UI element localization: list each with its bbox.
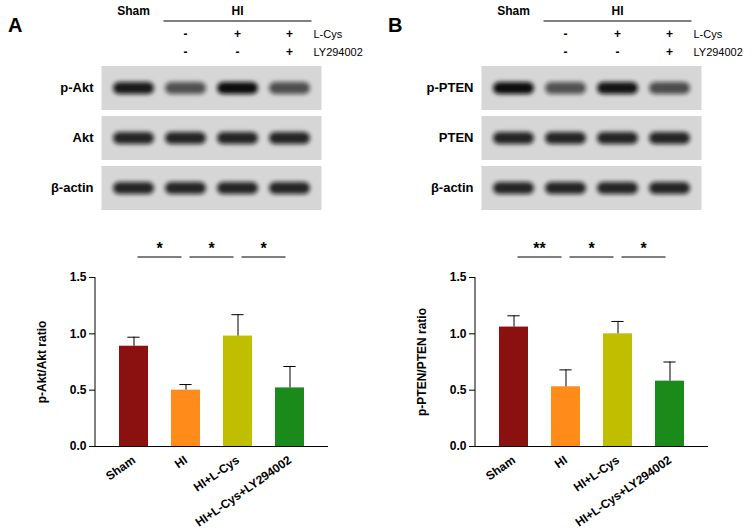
svg-text:Sham: Sham	[483, 453, 518, 483]
svg-text:LY294002: LY294002	[314, 46, 363, 58]
svg-text:-: -	[236, 45, 240, 59]
svg-text:HI+L-Cys+LY294002: HI+L-Cys+LY294002	[193, 453, 294, 530]
svg-text:-: -	[616, 45, 620, 59]
svg-text:*: *	[208, 240, 215, 257]
svg-text:L-Cys: L-Cys	[694, 28, 723, 40]
svg-text:0.5: 0.5	[450, 383, 467, 397]
svg-text:+: +	[614, 27, 621, 41]
svg-text:*: *	[260, 240, 267, 257]
svg-text:LY294002: LY294002	[694, 46, 743, 58]
svg-text:**: **	[533, 240, 546, 257]
svg-text:0.5: 0.5	[70, 383, 87, 397]
svg-text:+: +	[666, 45, 673, 59]
svg-text:0.0: 0.0	[70, 439, 87, 453]
svg-text:Sham: Sham	[103, 453, 138, 483]
svg-text:-: -	[564, 45, 568, 59]
svg-text:0.0: 0.0	[450, 439, 467, 453]
svg-text:A: A	[8, 14, 22, 36]
svg-text:+: +	[286, 27, 293, 41]
svg-text:L-Cys: L-Cys	[314, 28, 343, 40]
svg-text:HI: HI	[552, 453, 570, 471]
svg-text:p-PTEN: p-PTEN	[427, 80, 474, 95]
svg-text:Sham: Sham	[497, 4, 530, 18]
svg-text:+: +	[666, 27, 673, 41]
svg-text:1.5: 1.5	[70, 270, 87, 284]
svg-text:HI: HI	[172, 453, 190, 471]
svg-text:Sham: Sham	[117, 4, 150, 18]
svg-text:HI: HI	[232, 4, 244, 18]
svg-text:-: -	[184, 45, 188, 59]
svg-text:HI+L-Cys+LY294002: HI+L-Cys+LY294002	[573, 453, 674, 530]
svg-text:p-Akt: p-Akt	[60, 80, 94, 95]
svg-text:PTEN: PTEN	[439, 130, 474, 145]
svg-text:+: +	[234, 27, 241, 41]
svg-text:β-actin: β-actin	[51, 180, 94, 195]
svg-text:1.0: 1.0	[70, 327, 87, 341]
svg-text:HI: HI	[612, 4, 624, 18]
svg-text:B: B	[388, 14, 402, 36]
svg-text:1.0: 1.0	[450, 327, 467, 341]
svg-text:1.5: 1.5	[450, 270, 467, 284]
svg-text:p-Akt/Akt ratio: p-Akt/Akt ratio	[35, 321, 49, 404]
svg-text:p-PTEN/PTEN ratio: p-PTEN/PTEN ratio	[415, 308, 429, 416]
svg-text:*: *	[156, 240, 163, 257]
svg-text:+: +	[286, 45, 293, 59]
svg-text:*: *	[588, 240, 595, 257]
svg-text:-: -	[564, 27, 568, 41]
svg-text:*: *	[640, 240, 647, 257]
svg-text:-: -	[184, 27, 188, 41]
svg-text:β-actin: β-actin	[431, 180, 474, 195]
svg-text:Akt: Akt	[73, 130, 95, 145]
